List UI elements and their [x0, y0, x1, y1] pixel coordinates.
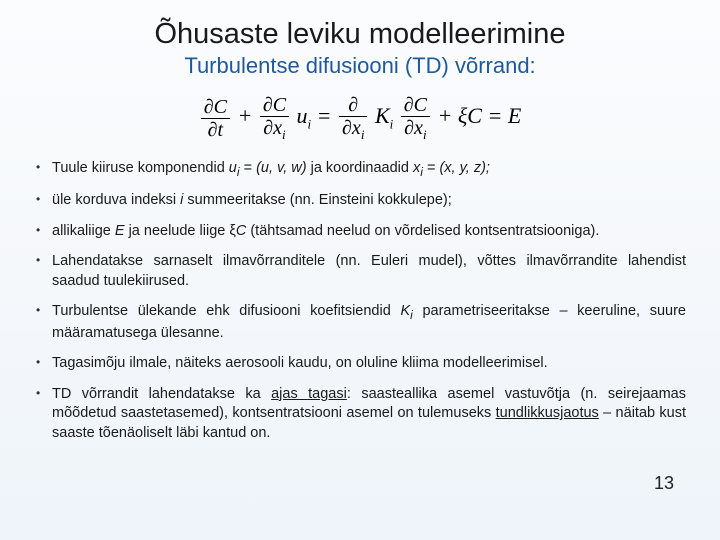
bullet-item: Lahendatakse sarnaselt ilmavõrranditele …: [34, 252, 686, 291]
bullet-item: üle korduva indeksi i summeeritakse (nn.…: [34, 191, 686, 211]
bullet-item: Turbulentse ülekande ehk difusiooni koef…: [34, 302, 686, 343]
bullet-item: Tuule kiiruse komponendid ui = (u, v, w)…: [34, 159, 686, 180]
equation: ∂C∂t + ∂C∂xi ui = ∂∂xi Ki ∂C∂xi + ξC = E: [34, 95, 686, 141]
slide-subtitle: Turbulentse difusiooni (TD) võrrand:: [34, 53, 686, 79]
page-number: 13: [654, 473, 674, 494]
bullet-item: TD võrrandit lahendatakse ka ajas tagasi…: [34, 385, 686, 444]
slide-title: Õhusaste leviku modelleerimine: [34, 18, 686, 51]
bullet-list: Tuule kiiruse komponendid ui = (u, v, w)…: [34, 159, 686, 443]
bullet-item: Tagasimõju ilmale, näiteks aerosooli kau…: [34, 354, 686, 374]
bullet-item: allikaliige E ja neelude liige ξC (tähts…: [34, 222, 686, 242]
